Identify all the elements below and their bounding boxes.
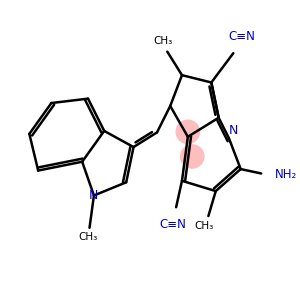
Text: C≡N: C≡N (159, 218, 186, 231)
Circle shape (176, 119, 200, 144)
Text: CH₃: CH₃ (194, 221, 214, 231)
Circle shape (180, 144, 205, 169)
Text: NH₂: NH₂ (274, 168, 297, 181)
Text: N: N (89, 189, 99, 202)
Text: N: N (229, 124, 238, 137)
Text: CH₃: CH₃ (78, 232, 98, 242)
Text: CH₃: CH₃ (153, 36, 172, 46)
Text: C≡N: C≡N (229, 31, 256, 44)
